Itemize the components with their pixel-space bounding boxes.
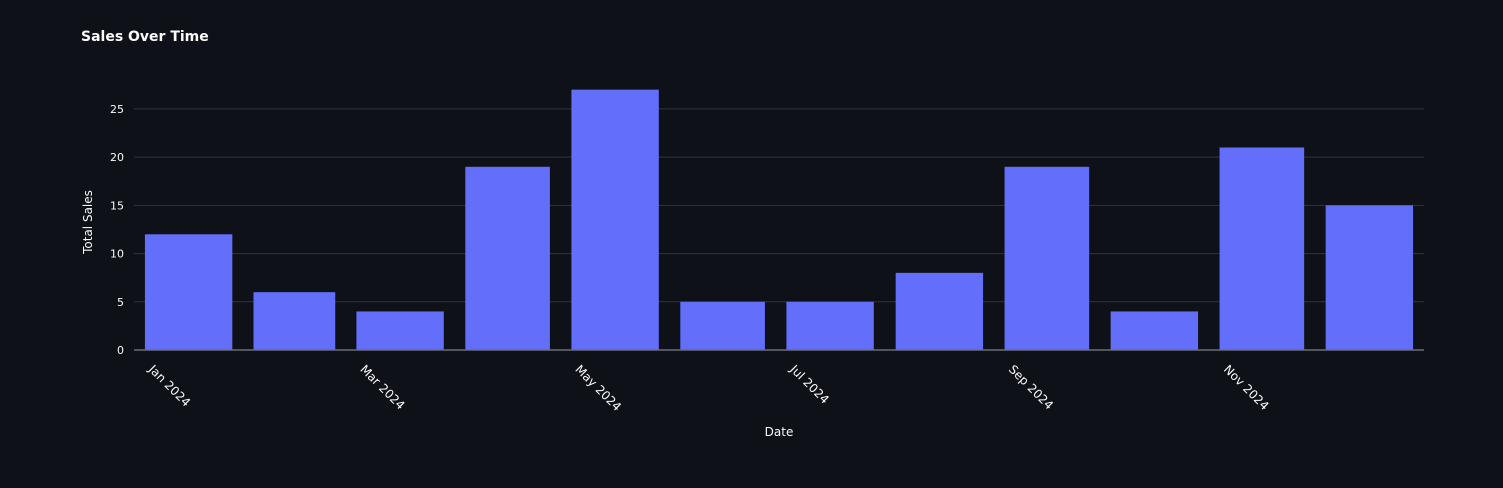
- x-tick-label: Jul 2024: [787, 362, 832, 407]
- y-axis-title: Total Sales: [81, 190, 95, 255]
- grid-lines: [134, 108, 1424, 303]
- x-tick-label: Jan 2024: [145, 362, 193, 410]
- y-tick-label: 15: [110, 199, 124, 212]
- bar-2024-06: [680, 301, 765, 350]
- x-axis-ticks: Jan 2024 Mar 2024 May 2024 Jul 2024 Sep 2024…: [145, 362, 1271, 414]
- bar-2024-01: [144, 234, 233, 350]
- x-axis-title: Date: [765, 425, 794, 439]
- y-tick-label: 20: [110, 151, 124, 164]
- chart-title: Sales Over Time: [81, 29, 209, 45]
- bar-2024-07: [786, 301, 874, 350]
- bar-2024-12: [1325, 205, 1414, 350]
- x-tick-label: Sep 2024: [1006, 362, 1056, 412]
- bar-2024-02: [253, 292, 336, 350]
- x-tick-label: May 2024: [572, 362, 624, 414]
- y-tick-label: 5: [117, 296, 124, 309]
- bar-2024-10: [1110, 311, 1199, 350]
- bars: [144, 89, 1414, 351]
- bar-2024-03: [356, 311, 444, 350]
- y-tick-label: 25: [110, 103, 124, 116]
- bar-2024-11: [1219, 147, 1305, 350]
- y-tick-label: 0: [117, 344, 124, 357]
- bar-2024-05: [571, 89, 659, 351]
- x-tick-label: Mar 2024: [357, 362, 407, 412]
- y-axis-ticks: 0 5 10 15 20 25: [110, 103, 124, 357]
- bar-2024-04: [465, 166, 550, 350]
- bar-2024-08: [895, 272, 984, 350]
- x-tick-label: Nov 2024: [1221, 362, 1272, 413]
- y-tick-label: 10: [110, 248, 124, 261]
- bar-2024-09: [1004, 166, 1090, 350]
